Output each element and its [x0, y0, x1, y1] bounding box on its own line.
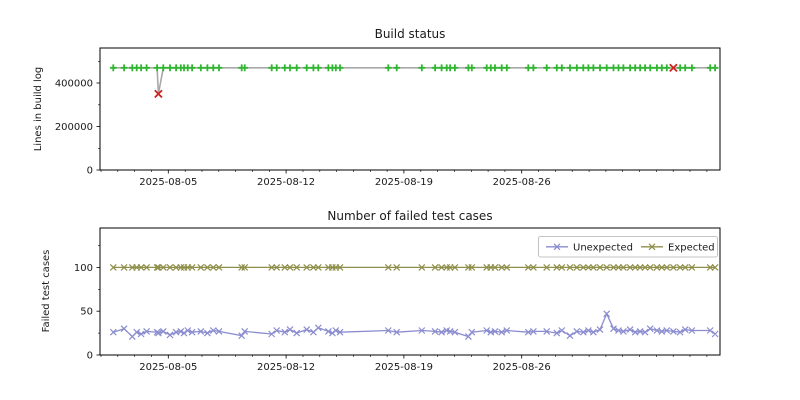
legend-marker-sample: [648, 243, 656, 251]
y-tick-label: 100: [74, 263, 93, 274]
y-tick-label: 400000: [55, 79, 93, 90]
x-tick-label: 2025-08-05: [139, 362, 197, 373]
legend-marker-sample: [553, 243, 561, 251]
y-tick-label: 0: [87, 351, 93, 362]
build-status-axes: 2025-08-05 2025-08-12 2025-08-19 2025-08-26…: [55, 47, 721, 188]
x-tick-label: 2025-08-12: [257, 177, 315, 188]
x-tick-label: 2025-08-26: [493, 177, 551, 188]
failed-tests-series: [109, 263, 719, 341]
failed-tests-axes: 2025-08-05 2025-08-12 2025-08-19 2025-08-26…: [74, 227, 721, 373]
plot-frame: [99, 227, 721, 356]
legend-label: Unexpected: [573, 242, 633, 253]
legend: Unexpected Expected: [538, 236, 718, 258]
legend-label: Expected: [668, 242, 715, 253]
x-tick-label: 2025-08-26: [493, 362, 551, 373]
build-status-ylabel: Lines in build log: [33, 67, 44, 152]
x-tick-label: 2025-08-12: [257, 362, 315, 373]
fail-build-markers: [154, 63, 678, 99]
build-log-line: [113, 67, 716, 95]
legend-box: [538, 236, 718, 258]
x-tick-label: 2025-08-05: [139, 177, 197, 188]
pass-build-markers: [109, 64, 719, 72]
build-status-chart: Build status Lines in build log 2025-08-…: [33, 27, 721, 188]
build-status-series: [109, 63, 719, 99]
y-tick-label: 200000: [55, 122, 93, 133]
plot-frame: [99, 47, 721, 171]
failed-tests-ylabel: Failed test cases: [41, 250, 52, 333]
build-status-title: Build status: [375, 27, 446, 41]
failed-tests-title: Number of failed test cases: [327, 209, 492, 223]
y-tick-label: 50: [80, 307, 93, 318]
failed-tests-chart: Number of failed test cases Failed test …: [41, 209, 721, 373]
y-tick-label: 0: [87, 166, 93, 177]
x-tick-label: 2025-08-19: [375, 362, 433, 373]
unexpected-markers: [109, 310, 719, 341]
expected-markers: [109, 263, 719, 271]
x-tick-label: 2025-08-19: [375, 177, 433, 188]
